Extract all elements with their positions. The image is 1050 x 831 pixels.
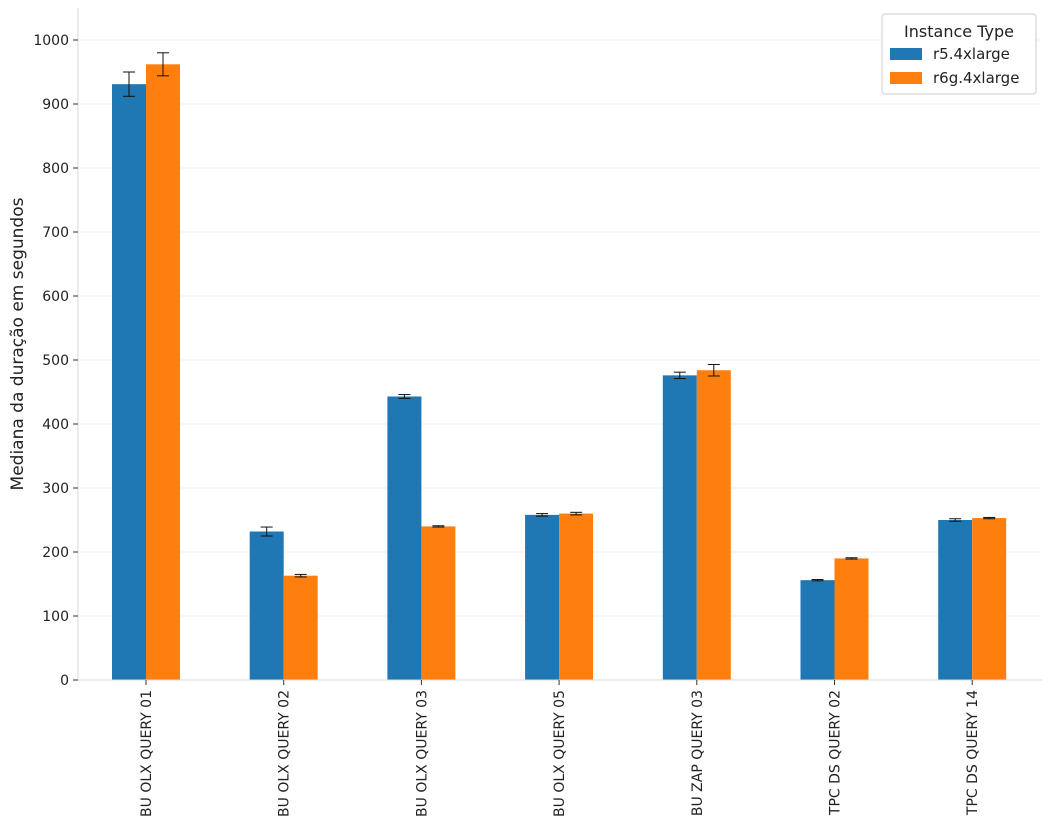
legend-swatch-r5: [890, 48, 922, 60]
bar-r5.4xlarge-3: [525, 514, 560, 680]
y-tick-labels: 0 100 200 300 400 500 600 700 800 900 1000: [33, 33, 78, 689]
bar-r6g.4xlarge-1: [283, 575, 318, 680]
y-axis-label: Mediana da duração em segundos: [8, 197, 28, 490]
x-tick-label: TPC DS QUERY 14: [965, 690, 981, 816]
bar-r6g.4xlarge-3: [559, 513, 594, 680]
bar-r6g.4xlarge-2: [421, 526, 456, 680]
bar-r5.4xlarge-0: [112, 84, 146, 680]
y-tick-label: 100: [42, 609, 69, 625]
x-tick-label: BU OLX QUERY 05: [552, 690, 568, 817]
bar-r5.4xlarge-6: [938, 520, 973, 680]
y-tick-label: 300: [42, 481, 69, 497]
bar-r6g.4xlarge-0: [146, 64, 180, 680]
x-tick-label: BU OLX QUERY 02: [277, 690, 293, 817]
x-tick-label: BU OLX QUERY 03: [414, 690, 430, 817]
bar-r6g.4xlarge-4: [696, 370, 731, 680]
x-tick-label: BU OLX QUERY 01: [139, 690, 155, 817]
bar-r5.4xlarge-5: [800, 580, 835, 680]
y-tick-label: 600: [42, 289, 69, 305]
legend-title: Instance Type: [904, 22, 1014, 41]
grid-lines: [78, 39, 1042, 617]
x-tick-labels: BU OLX QUERY 01 BU OLX QUERY 02 BU OLX QUE…: [139, 680, 981, 817]
bar-r6g.4xlarge-6: [972, 518, 1007, 680]
error-bars: [123, 52, 996, 582]
legend-label-r6g: r6g.4xlarge: [933, 69, 1019, 87]
y-tick-label: 400: [42, 417, 69, 433]
bar-r5.4xlarge-4: [662, 375, 697, 680]
y-tick-label: 800: [42, 161, 69, 177]
y-tick-label: 700: [42, 225, 69, 241]
bar-r6g.4xlarge-5: [834, 558, 869, 680]
bar-r5.4xlarge-1: [249, 531, 284, 680]
y-tick-label: 900: [42, 97, 69, 113]
y-tick-label: 1000: [33, 33, 69, 49]
y-tick-label: 0: [60, 673, 69, 689]
bar-r5.4xlarge-2: [387, 396, 422, 680]
x-tick-label: BU ZAP QUERY 03: [690, 690, 706, 816]
bars: [112, 64, 1007, 680]
y-tick-label: 200: [42, 545, 69, 561]
y-tick-label: 500: [42, 353, 69, 369]
legend-label-r5: r5.4xlarge: [933, 45, 1010, 63]
legend: Instance Type r5.4xlarge r6g.4xlarge: [881, 13, 1037, 95]
x-tick-label: TPC DS QUERY 02: [828, 690, 844, 816]
legend-swatch-r6g: [890, 72, 922, 84]
axes: [77, 8, 1042, 681]
